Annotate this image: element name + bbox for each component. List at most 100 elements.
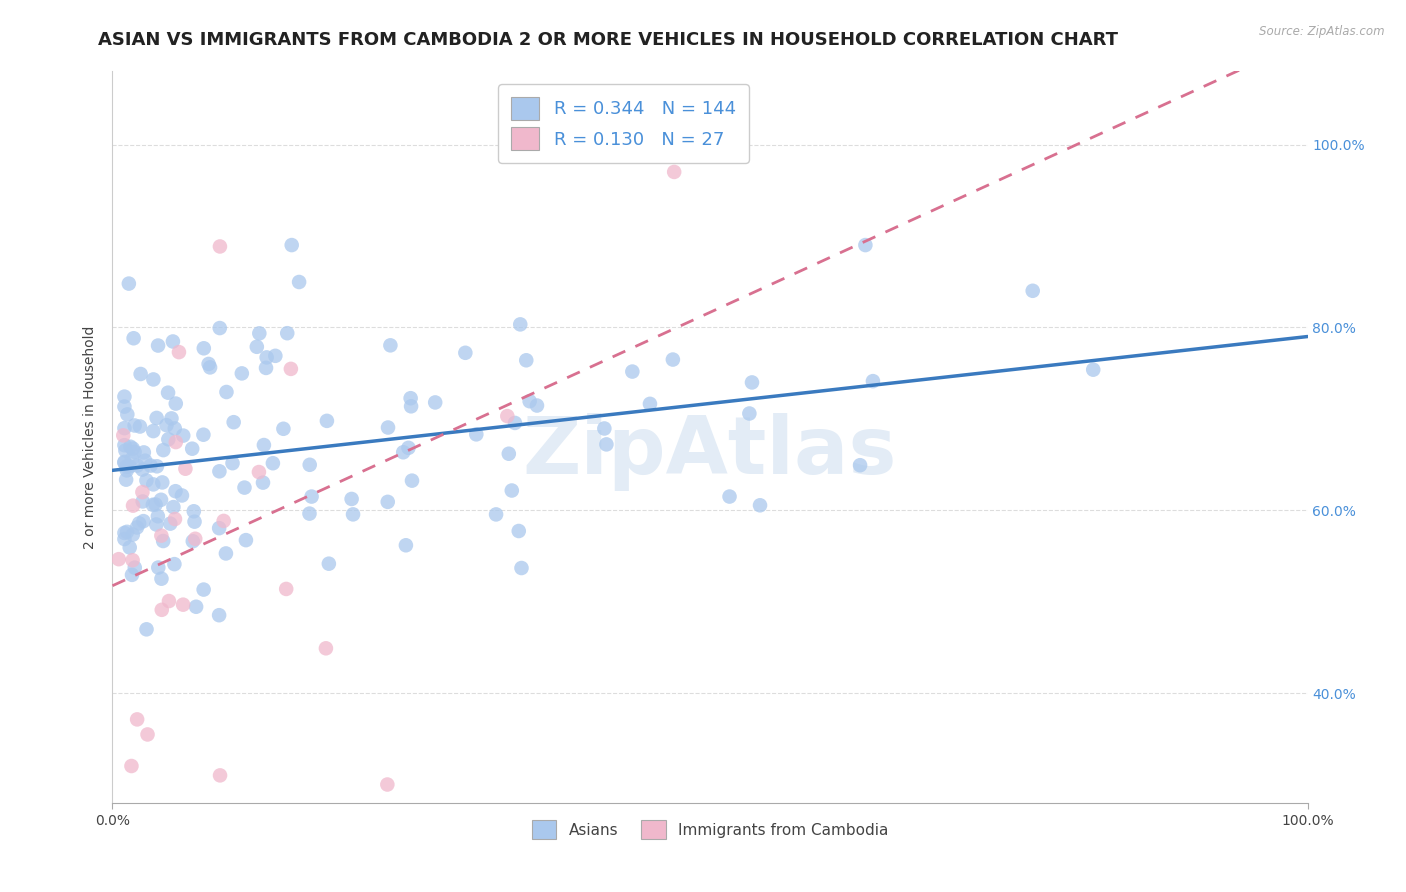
Point xyxy=(115,463,138,477)
Point xyxy=(181,442,204,456)
Point xyxy=(247,326,270,341)
Point xyxy=(377,778,399,792)
Point xyxy=(235,533,257,548)
Point xyxy=(862,374,884,388)
Point xyxy=(395,538,418,552)
Point xyxy=(315,641,337,656)
Point xyxy=(276,326,298,341)
Point xyxy=(124,560,146,574)
Point xyxy=(485,508,508,522)
Point xyxy=(380,338,402,352)
Point xyxy=(465,427,488,442)
Point xyxy=(122,499,145,513)
Text: ASIAN VS IMMIGRANTS FROM CAMBODIA 2 OR MORE VEHICLES IN HOUSEHOLD CORRELATION CH: ASIAN VS IMMIGRANTS FROM CAMBODIA 2 OR M… xyxy=(98,31,1118,49)
Point xyxy=(145,411,167,425)
Point xyxy=(392,445,415,459)
Point xyxy=(181,534,204,549)
Point xyxy=(1022,284,1045,298)
Point xyxy=(264,349,287,363)
Point xyxy=(252,475,274,490)
Point xyxy=(377,420,399,434)
Point xyxy=(212,514,235,528)
Point xyxy=(741,376,763,390)
Point xyxy=(122,331,145,345)
Point xyxy=(114,525,135,540)
Point xyxy=(184,599,207,614)
Point xyxy=(280,238,302,252)
Point xyxy=(664,165,686,179)
Point xyxy=(1083,362,1105,376)
Point xyxy=(621,365,644,379)
Point xyxy=(193,582,215,597)
Point xyxy=(115,524,138,539)
Point xyxy=(114,421,135,435)
Point xyxy=(183,504,205,518)
Point xyxy=(595,437,617,451)
Point xyxy=(233,481,256,495)
Point xyxy=(221,456,243,470)
Point xyxy=(107,552,129,566)
Point xyxy=(121,567,143,582)
Point xyxy=(454,346,477,360)
Point xyxy=(114,443,136,458)
Point xyxy=(124,418,146,433)
Point xyxy=(145,517,167,532)
Point xyxy=(318,557,340,571)
Point xyxy=(172,428,194,442)
Point xyxy=(316,414,339,428)
Point xyxy=(131,462,153,476)
Point xyxy=(136,727,159,741)
Point xyxy=(855,238,877,252)
Point xyxy=(112,428,135,442)
Point xyxy=(340,491,363,506)
Point xyxy=(519,394,541,409)
Point xyxy=(118,541,141,555)
Point xyxy=(117,408,139,422)
Point xyxy=(342,508,364,522)
Point xyxy=(146,459,169,474)
Point xyxy=(155,418,177,433)
Point xyxy=(193,427,215,442)
Point xyxy=(174,461,197,475)
Point xyxy=(114,455,135,469)
Point xyxy=(165,484,187,499)
Point xyxy=(298,507,321,521)
Point xyxy=(115,459,138,474)
Point xyxy=(209,768,232,782)
Point xyxy=(253,438,276,452)
Point xyxy=(208,521,231,535)
Point xyxy=(114,390,135,404)
Point xyxy=(401,474,423,488)
Point xyxy=(298,458,321,472)
Point xyxy=(152,443,174,458)
Y-axis label: 2 or more Vehicles in Household: 2 or more Vehicles in Household xyxy=(83,326,97,549)
Point xyxy=(198,360,221,375)
Point xyxy=(121,442,143,456)
Point xyxy=(135,474,157,488)
Point xyxy=(150,475,173,490)
Point xyxy=(301,490,323,504)
Point xyxy=(150,492,173,507)
Point xyxy=(208,608,231,623)
Point xyxy=(718,490,741,504)
Point xyxy=(165,396,187,410)
Point xyxy=(254,360,277,375)
Point xyxy=(150,572,173,586)
Point xyxy=(146,338,169,352)
Point xyxy=(163,512,186,526)
Point xyxy=(148,560,170,574)
Point xyxy=(231,367,253,381)
Point xyxy=(120,440,142,454)
Point xyxy=(146,509,169,524)
Point xyxy=(128,516,150,531)
Point xyxy=(197,357,219,371)
Point xyxy=(398,441,420,455)
Point xyxy=(246,340,269,354)
Point xyxy=(139,458,162,473)
Point xyxy=(183,515,205,529)
Point xyxy=(150,603,173,617)
Point xyxy=(172,598,194,612)
Point xyxy=(215,384,238,399)
Point xyxy=(114,438,135,452)
Point xyxy=(280,362,302,376)
